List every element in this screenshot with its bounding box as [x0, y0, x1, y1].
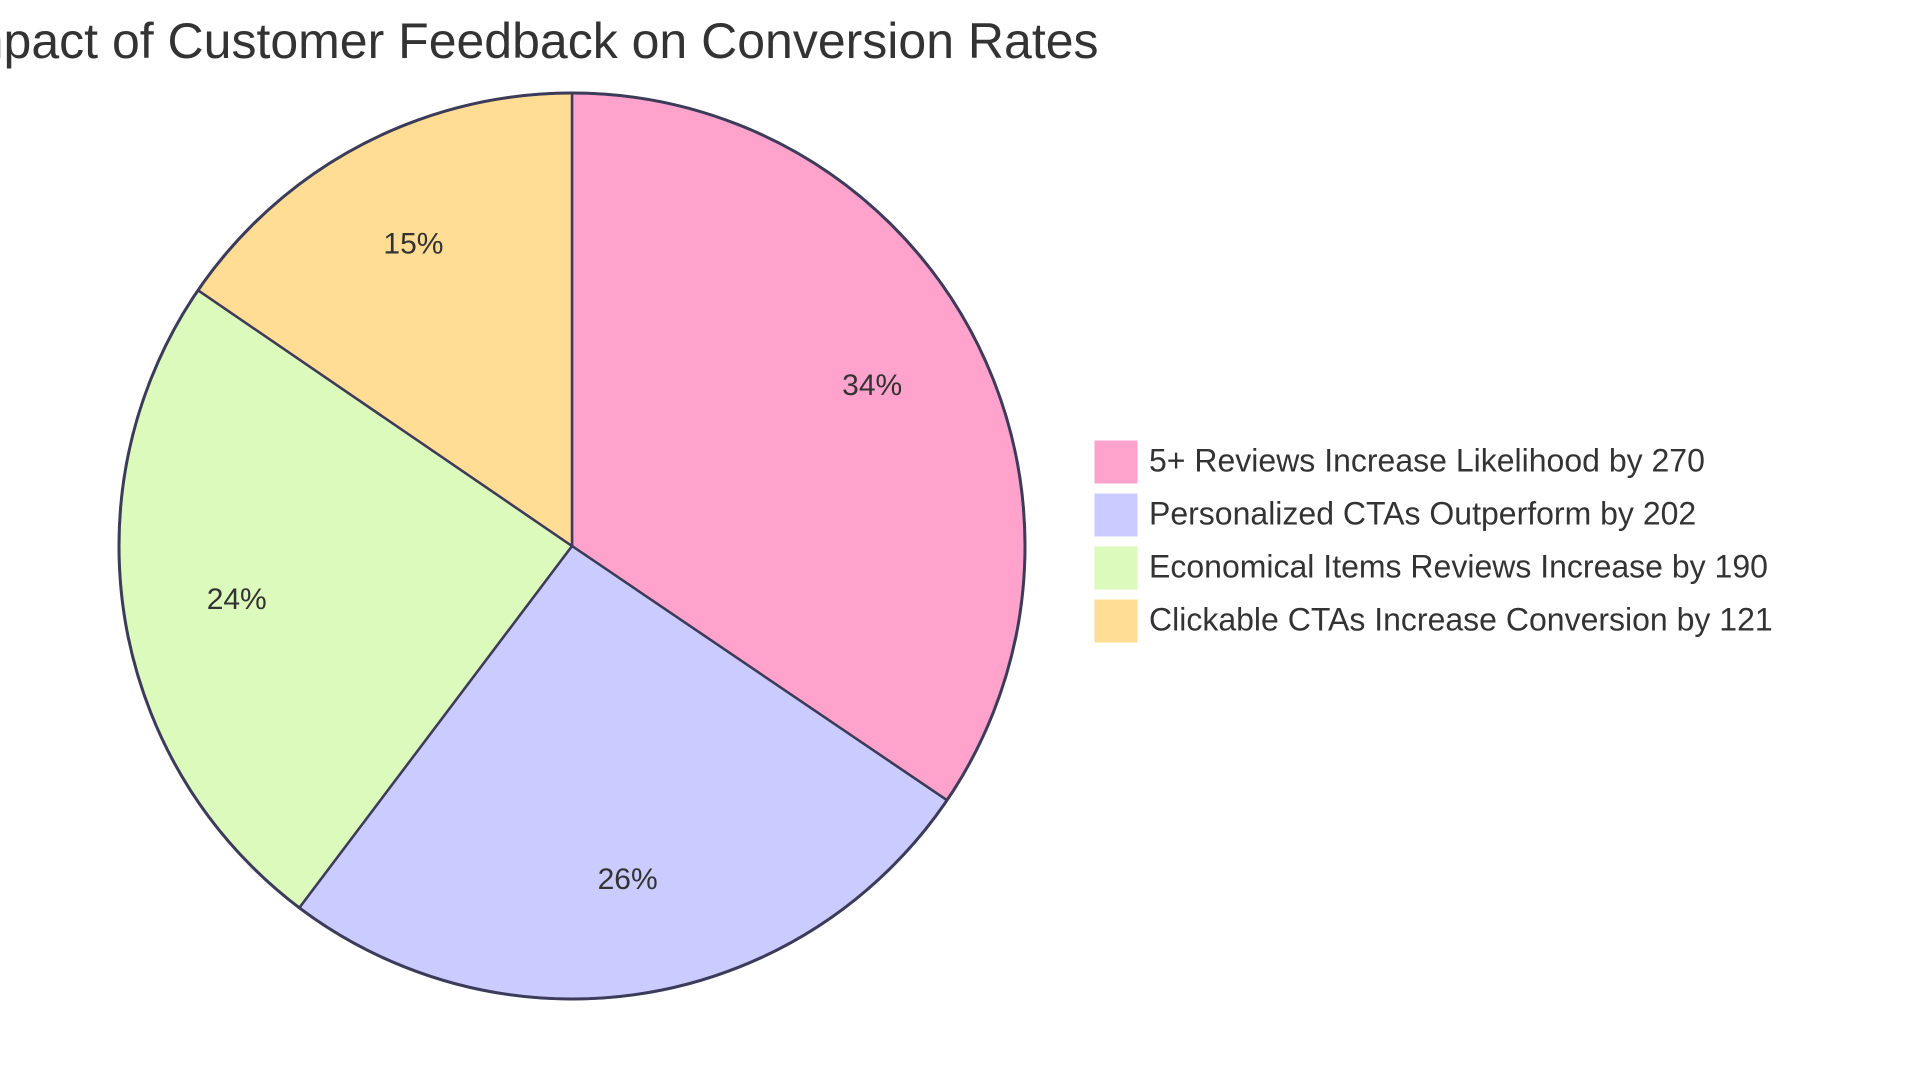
legend-label-3: Economical Items Reviews Increase by 190	[1149, 548, 1768, 584]
legend-swatch-4	[1093, 598, 1139, 644]
pie-slice-labels: 34% 26% 24% 15%	[207, 227, 902, 896]
chart-title: Impact of Customer Feedback on Conversio…	[0, 13, 1099, 69]
legend-label-4: Clickable CTAs Increase Conversion by 12…	[1149, 601, 1773, 637]
legend-swatch-3	[1093, 545, 1139, 591]
pie-slice-label-1: 34%	[842, 369, 902, 402]
pie-slice-label-3: 24%	[207, 583, 267, 616]
pie-slices	[117, 91, 1027, 1001]
legend-label-2: Personalized CTAs Outperform by 202	[1149, 495, 1696, 531]
pie-slice-label-2: 26%	[598, 863, 658, 896]
legend: 5+ Reviews Increase Likelihood by 270 Per…	[1093, 439, 1773, 644]
pie-slice-label-4: 15%	[383, 227, 443, 260]
legend-label-1: 5+ Reviews Increase Likelihood by 270	[1149, 442, 1705, 478]
legend-swatch-2	[1093, 492, 1139, 538]
pie-outline	[117, 91, 1027, 1001]
legend-swatch-1	[1093, 439, 1139, 485]
